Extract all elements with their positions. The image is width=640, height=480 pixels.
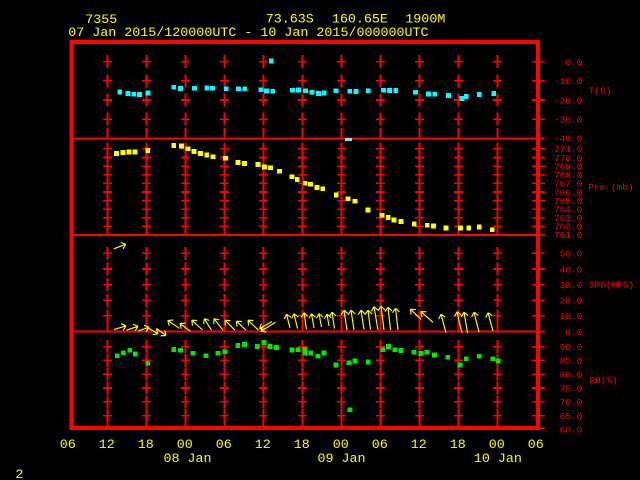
svg-text:764.0: 764.0 <box>554 205 583 216</box>
svg-text:761.0: 761.0 <box>554 230 583 241</box>
svg-text:65.0: 65.0 <box>560 411 583 422</box>
svg-text:-40.0: -40.0 <box>554 134 583 145</box>
svg-text:0.0: 0.0 <box>565 57 582 68</box>
svg-text:768.0: 768.0 <box>554 170 583 181</box>
svg-text:60.0: 60.0 <box>560 425 583 436</box>
svg-text:40.0: 40.0 <box>560 264 583 275</box>
svg-text:SPD(MPS): SPD(MPS) <box>589 279 634 290</box>
svg-text:09 Jan: 09 Jan <box>317 452 365 467</box>
svg-text:10 Jan: 10 Jan <box>474 452 522 467</box>
svg-text:06: 06 <box>528 438 544 453</box>
svg-text:00: 00 <box>177 438 193 453</box>
svg-text:75.0: 75.0 <box>560 383 583 394</box>
svg-text:07 Jan 2015/120000UTC - 10 Jan: 07 Jan 2015/120000UTC - 10 Jan 2015/0000… <box>68 26 428 41</box>
svg-text:770.0: 770.0 <box>554 153 583 164</box>
svg-text:85.0: 85.0 <box>560 356 583 367</box>
svg-text:Pre (mb): Pre (mb) <box>588 182 633 193</box>
svg-text:10.0: 10.0 <box>560 311 583 322</box>
svg-text:50.0: 50.0 <box>560 249 583 260</box>
svg-text:20.0: 20.0 <box>560 296 583 307</box>
svg-text:763.0: 763.0 <box>554 213 583 224</box>
svg-text:762.0: 762.0 <box>554 222 583 233</box>
svg-text:767.0: 767.0 <box>554 179 583 190</box>
svg-text:00: 00 <box>489 438 505 453</box>
svg-text:765.0: 765.0 <box>554 196 583 207</box>
svg-text:12: 12 <box>255 438 271 453</box>
svg-text:-20.0: -20.0 <box>554 95 583 106</box>
svg-text:90.0: 90.0 <box>560 342 583 353</box>
svg-text:00: 00 <box>333 438 349 453</box>
svg-text:771.0: 771.0 <box>554 144 583 155</box>
svg-text:06: 06 <box>216 438 232 453</box>
svg-text:7355: 7355 <box>85 13 117 28</box>
svg-text:1900M: 1900M <box>405 12 445 27</box>
svg-text:-10.0: -10.0 <box>554 76 583 87</box>
svg-text:12: 12 <box>99 438 115 453</box>
svg-text:80.0: 80.0 <box>560 370 583 381</box>
svg-text:70.0: 70.0 <box>560 397 583 408</box>
svg-text:73.63S: 73.63S <box>266 12 314 27</box>
svg-text:08 Jan: 08 Jan <box>163 452 211 467</box>
svg-text:12: 12 <box>411 438 427 453</box>
svg-text:T(C): T(C) <box>589 85 612 96</box>
svg-text:RH(%): RH(%) <box>590 375 618 386</box>
svg-text:766.0: 766.0 <box>554 187 583 198</box>
svg-text:0.0: 0.0 <box>565 327 582 338</box>
svg-text:2: 2 <box>15 468 23 480</box>
svg-text:769.0: 769.0 <box>554 161 583 172</box>
svg-text:160.65E: 160.65E <box>332 12 388 27</box>
svg-text:06: 06 <box>60 438 76 453</box>
svg-text:-30.0: -30.0 <box>554 115 583 126</box>
svg-text:18: 18 <box>138 438 154 453</box>
svg-text:30.0: 30.0 <box>560 280 583 291</box>
svg-text:06: 06 <box>372 438 388 453</box>
svg-text:18: 18 <box>450 438 466 453</box>
svg-text:18: 18 <box>294 438 310 453</box>
